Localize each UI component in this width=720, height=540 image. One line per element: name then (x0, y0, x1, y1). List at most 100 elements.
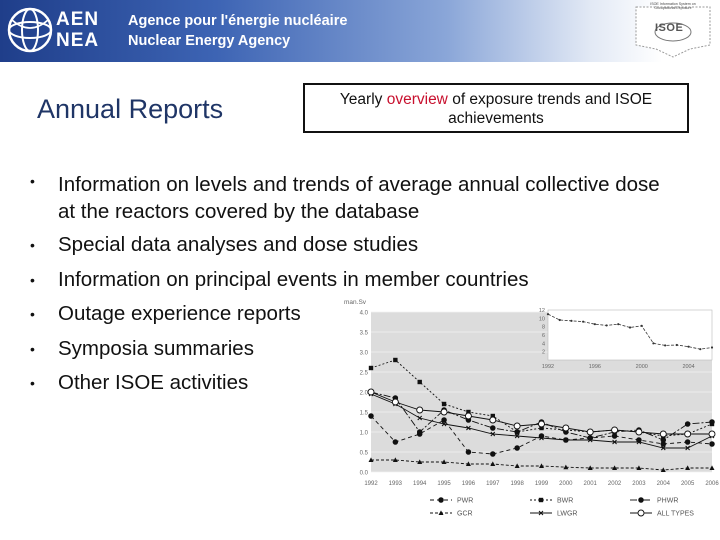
data-point (416, 406, 424, 414)
data-point (612, 439, 617, 445)
data-point (539, 425, 544, 431)
data-point (441, 417, 447, 423)
data-point (514, 463, 520, 468)
data-point (563, 464, 569, 470)
data-point (490, 461, 496, 466)
data-point (490, 451, 496, 457)
data-point (562, 424, 570, 432)
x-tick-label: 1999 (535, 481, 549, 487)
y-tick-label: 1.5 (360, 411, 369, 417)
data-point (367, 388, 375, 396)
data-point (659, 430, 667, 438)
legend-label: PHWR (657, 498, 678, 505)
data-point (514, 445, 520, 451)
legend-label: BWR (557, 498, 573, 505)
x-tick-label: 1992 (364, 481, 378, 487)
x-tick-label: 1995 (437, 481, 451, 487)
inset-x-tick-label: 2000 (636, 364, 648, 370)
data-point (636, 439, 642, 445)
subtitle-text-end: of exposure trends and ISOE achievements (447, 91, 653, 127)
data-point (392, 457, 398, 462)
data-point (538, 420, 545, 428)
data-point (441, 459, 447, 464)
data-point (685, 445, 690, 451)
bullet-list: • Information on levels and trends of ave… (30, 168, 670, 401)
data-point (587, 437, 593, 443)
data-point (368, 457, 374, 462)
data-point (490, 413, 495, 419)
data-point (490, 425, 496, 431)
bullet-item: • Other ISOE activities (30, 366, 670, 401)
inset-data-point (652, 342, 655, 345)
x-tick-label: 2001 (584, 481, 598, 487)
bullet-dot-icon: • (30, 173, 35, 189)
x-tick-label: 1996 (462, 481, 476, 487)
inset-data-point (687, 345, 690, 348)
inset-y-tick-label: 2 (542, 350, 545, 356)
bullet-dot-icon: • (30, 271, 35, 288)
data-point (441, 401, 447, 407)
data-point (587, 465, 593, 470)
subtitle-highlight: overview (386, 91, 448, 108)
data-point (709, 419, 715, 425)
data-point (685, 465, 691, 470)
bullet-item: • Information on levels and trends of ave… (30, 168, 670, 228)
inset-data-point (628, 326, 632, 329)
data-point (417, 459, 423, 464)
data-point (539, 435, 544, 441)
data-point (464, 412, 472, 420)
data-point (660, 445, 666, 451)
data-point (393, 357, 398, 363)
data-point (636, 465, 642, 470)
legend-label: ALL TYPES (657, 511, 694, 518)
x-tick-label: 1998 (510, 481, 524, 487)
series-gcr (368, 457, 715, 472)
y-tick-label: 1.0 (360, 431, 369, 437)
inset-x-tick-label: 1996 (589, 364, 601, 370)
data-point (466, 425, 471, 431)
x-tick-label: 2005 (681, 481, 695, 487)
data-point (465, 461, 471, 466)
bullet-dot-icon: • (30, 306, 35, 322)
series-pwr (368, 413, 715, 457)
inset-x-tick-label: 1992 (542, 364, 554, 370)
inset-x-tick-label: 2004 (682, 364, 694, 370)
x-tick-label: 2006 (705, 481, 719, 487)
data-point (660, 467, 666, 472)
bullet-dot-icon: • (30, 340, 35, 357)
inset-chart: 2 4 6 8 10 12 1992 1996 2000 2004 (539, 308, 714, 370)
series-line (370, 359, 713, 437)
data-point (563, 437, 569, 443)
data-point (440, 408, 448, 416)
header-banner: AEN NEA Agence pour l'énergie nucléaire … (0, 0, 720, 62)
isoe-seal-icon (635, 6, 711, 58)
y-tick-label: 0.0 (360, 471, 369, 477)
subtitle-text-start: Yearly (339, 91, 387, 108)
x-tick-label: 2002 (608, 481, 622, 487)
collective-dose-chart: 0.0 0.5 1.0 1.5 2.0 2.5 3.0 3.5 4.0 1992 1993 1994 1… (344, 299, 719, 518)
data-point (489, 416, 497, 424)
data-point (637, 509, 645, 517)
inset-y-tick-label: 6 (542, 333, 545, 339)
inset-y-tick-label: 12 (539, 308, 545, 314)
data-point (391, 398, 399, 406)
data-point (438, 497, 444, 503)
legend-label: GCR (457, 511, 473, 518)
x-tick-label: 2000 (559, 481, 573, 487)
subtitle-box: Yearly overview of exposure trends and I… (303, 83, 689, 133)
series-all-types (367, 388, 716, 438)
agency-name: Agence pour l'énergie nucléaire Nuclear … (128, 11, 347, 51)
data-point (514, 433, 520, 439)
bullet-item: • Outage experience reports (30, 297, 670, 332)
inset-data-point (640, 324, 643, 327)
inset-series-line (547, 313, 713, 350)
x-tick-label: 2004 (657, 481, 671, 487)
y-axis-label: man.Sv (344, 299, 367, 306)
inset-data-point (675, 343, 678, 347)
y-tick-label: 3.5 (360, 331, 369, 337)
data-point (466, 409, 471, 415)
inset-data-point (558, 318, 561, 322)
series-line (370, 391, 713, 441)
bullet-dot-icon: • (30, 237, 35, 253)
inset-data-point (593, 323, 596, 326)
